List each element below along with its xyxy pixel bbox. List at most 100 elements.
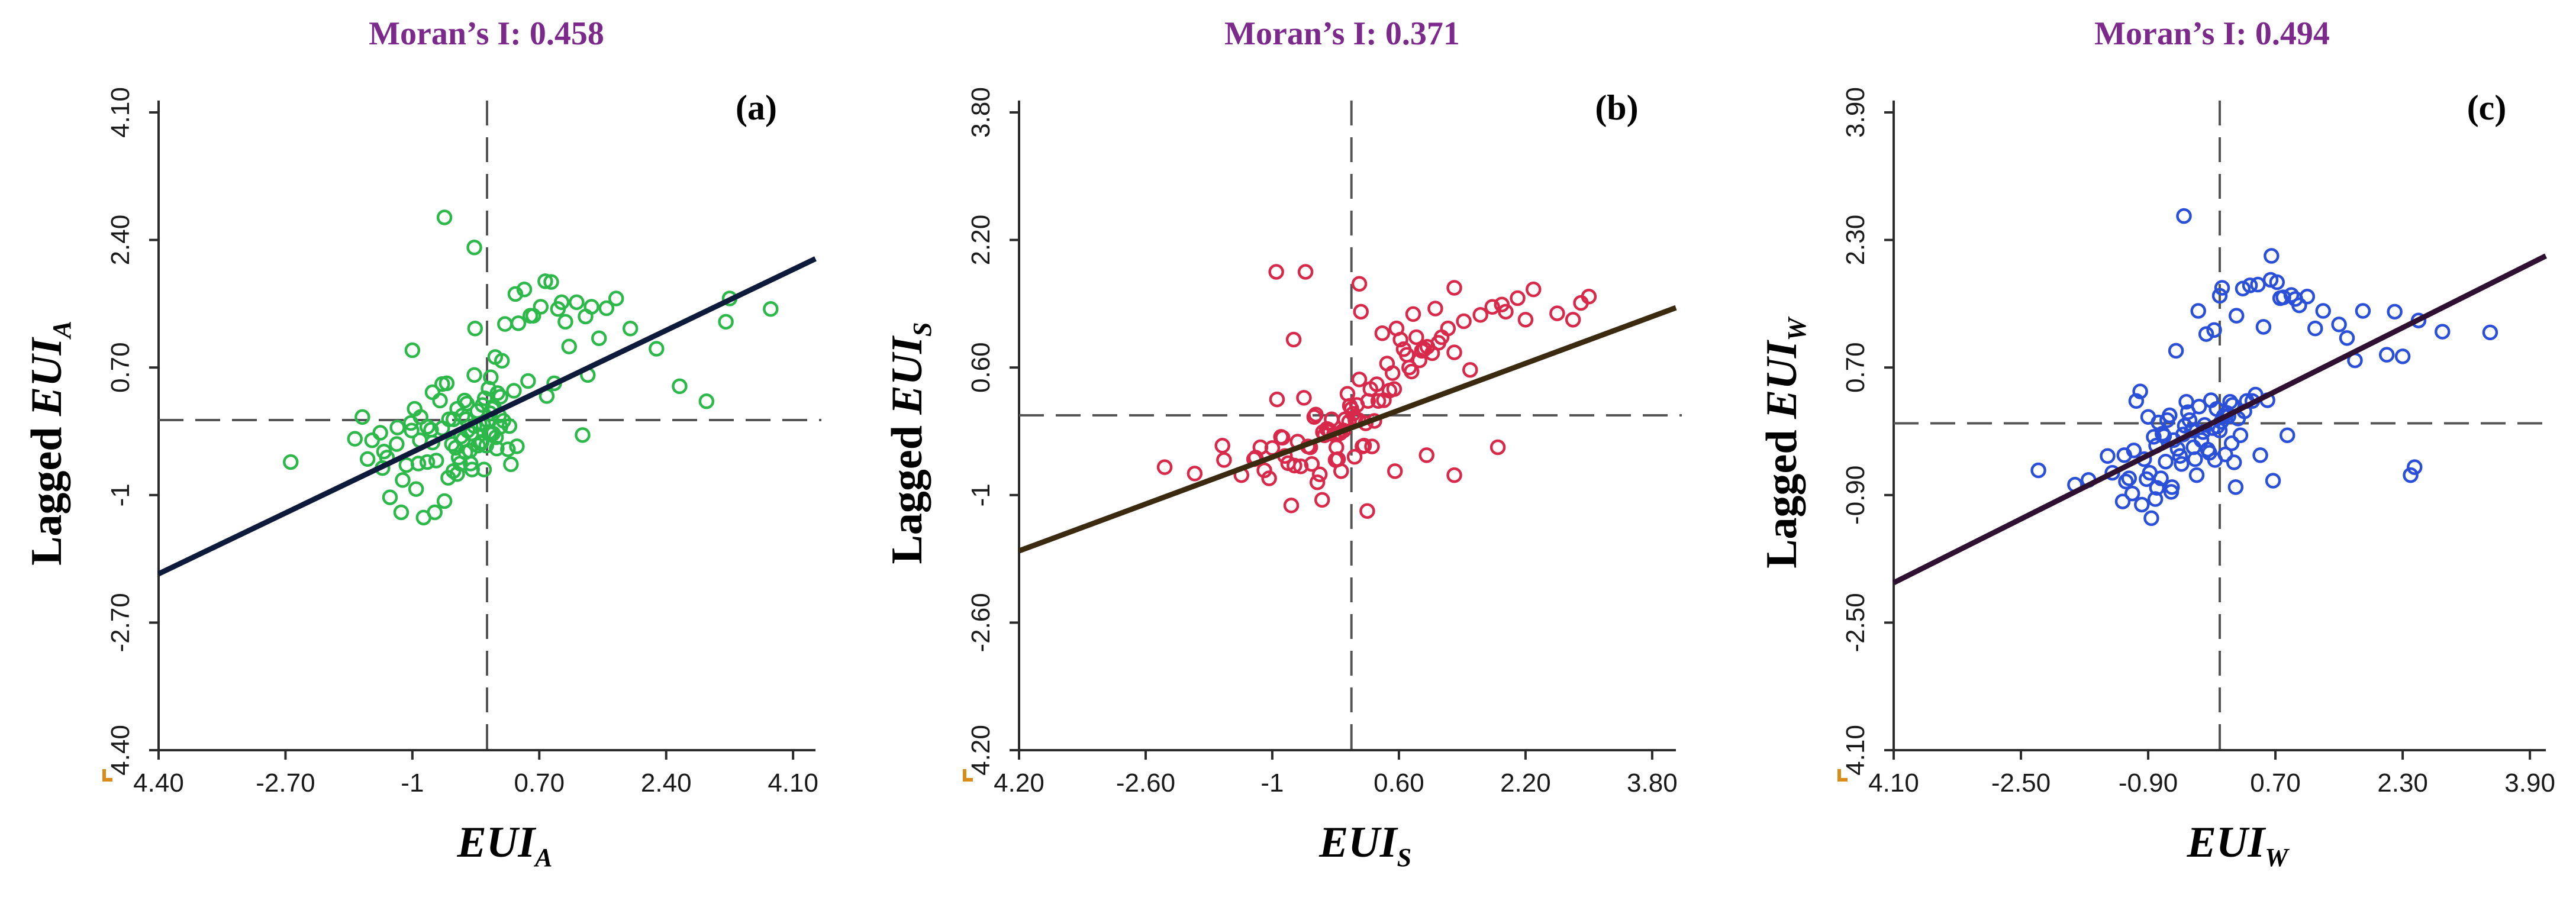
x-axis-label-sub-a: A — [533, 843, 552, 872]
data-point-a-98 — [520, 373, 536, 389]
data-point-c-3 — [2100, 448, 2116, 464]
data-point-c-13 — [2134, 496, 2150, 513]
data-point-b-99 — [1549, 305, 1565, 321]
x-tick-label-b-1: -2.60 — [1116, 769, 1175, 798]
data-point-c-41 — [2181, 412, 2198, 428]
data-point-c-76 — [2242, 277, 2258, 293]
data-point-a-69 — [476, 390, 493, 406]
x-tick-label-b-0: 4.20 — [994, 769, 1044, 798]
data-point-b-98 — [1526, 281, 1542, 298]
x-axis-label-sub-c: W — [2265, 843, 2290, 872]
regression-line-a — [157, 256, 817, 577]
y-tick-label-a-5: 4.10 — [106, 87, 135, 138]
data-point-c-26 — [2156, 428, 2172, 444]
data-point-a-124 — [763, 301, 779, 317]
data-point-a-110 — [569, 294, 585, 311]
data-point-b-56 — [1351, 372, 1368, 388]
data-point-a-11 — [389, 419, 405, 435]
data-point-c-72 — [2232, 427, 2249, 443]
data-point-a-93 — [506, 383, 522, 399]
data-point-b-44 — [1333, 463, 1349, 479]
x-tick-label-c-5: 3.90 — [2504, 769, 2555, 798]
x-tick-label-a-2: -1 — [401, 769, 424, 798]
data-point-b-78 — [1404, 363, 1420, 380]
data-point-a-30 — [428, 453, 444, 469]
data-point-b-16 — [1283, 498, 1300, 514]
data-point-c-19 — [2146, 429, 2162, 445]
data-point-b-71 — [1384, 365, 1401, 381]
data-point-a-96 — [510, 315, 527, 331]
data-point-c-22 — [2149, 480, 2165, 496]
data-point-c-0 — [2030, 462, 2046, 479]
data-point-c-73 — [2235, 280, 2251, 297]
y-axis-label-prefix-b: Lagged — [883, 415, 931, 564]
y-axis-label-c: Lagged EUIW — [1758, 316, 1811, 568]
corner-marker-b — [963, 769, 973, 782]
x-axis-label-main-a: EUI — [457, 818, 537, 867]
y-tick-label-c-1: -2.50 — [1841, 593, 1870, 652]
x-tick-label-c-0: 4.10 — [1868, 769, 1919, 798]
data-point-b-74 — [1392, 331, 1408, 348]
data-point-a-108 — [557, 314, 573, 330]
data-point-a-13 — [395, 472, 411, 488]
y-tick-label-c-2: -0.90 — [1841, 466, 1870, 525]
data-point-b-67 — [1374, 325, 1391, 341]
data-point-b-80 — [1408, 329, 1424, 346]
x-tick-label-a-1: -2.70 — [256, 769, 315, 798]
data-point-b-79 — [1405, 306, 1421, 322]
data-point-b-29 — [1311, 466, 1328, 483]
y-tick-label-b-3: 0.60 — [966, 342, 995, 393]
data-point-a-121 — [698, 393, 715, 409]
data-point-c-95 — [2331, 317, 2347, 332]
data-point-c-46 — [2190, 303, 2206, 319]
data-point-c-99 — [2378, 347, 2395, 363]
data-point-b-3 — [1216, 452, 1232, 468]
regression-line-b — [1018, 305, 1677, 554]
data-point-b-22 — [1297, 264, 1314, 280]
panel-label-c: (c) — [2467, 88, 2507, 127]
y-tick-label-b-1: -2.60 — [966, 593, 995, 652]
y-tick-label-b-5: 3.80 — [966, 87, 995, 138]
data-point-a-16 — [404, 422, 420, 438]
y-tick-label-b-2: -1 — [966, 483, 995, 506]
data-point-c-108 — [2403, 467, 2419, 483]
data-point-a-27 — [424, 434, 441, 451]
data-point-a-117 — [608, 290, 624, 306]
data-point-a-10 — [389, 436, 405, 452]
data-point-b-96 — [1510, 290, 1526, 306]
data-point-a-19 — [408, 481, 424, 497]
data-point-b-2 — [1214, 438, 1230, 454]
data-point-b-108 — [1418, 447, 1434, 463]
x-axis-label-main-c: EUI — [2187, 818, 2267, 867]
data-point-c-36 — [2174, 456, 2190, 472]
data-point-c-31 — [2164, 479, 2180, 495]
data-point-c-10 — [2126, 443, 2142, 459]
data-point-a-90 — [500, 441, 516, 457]
data-point-a-125 — [436, 209, 453, 225]
x-axis-label-c: EUIW — [2187, 818, 2290, 872]
data-point-a-104 — [543, 274, 559, 290]
data-point-a-42 — [449, 466, 465, 482]
data-point-c-27 — [2158, 453, 2174, 470]
y-axis-label-b: Lagged EUIS — [883, 322, 937, 564]
panel-label-b: (b) — [1595, 88, 1638, 127]
data-point-c-94 — [2315, 303, 2331, 319]
data-point-c-93 — [2307, 320, 2323, 337]
data-point-a-87 — [494, 353, 510, 369]
data-point-a-17 — [404, 342, 421, 359]
data-point-c-101 — [2394, 348, 2411, 364]
data-point-b-18 — [1287, 457, 1302, 474]
data-point-a-92 — [503, 456, 519, 473]
y-axis-label-sub-b: S — [908, 322, 937, 337]
data-point-a-37 — [441, 411, 457, 427]
y-tick-label-c-5: 3.90 — [1841, 87, 1870, 138]
data-point-b-63 — [1364, 438, 1380, 454]
data-point-c-110 — [2223, 435, 2240, 451]
x-tick-label-c-3: 0.70 — [2250, 769, 2301, 798]
x-tick-label-c-2: -0.90 — [2119, 769, 2178, 798]
data-point-c-33 — [2168, 343, 2184, 359]
data-point-c-24 — [2153, 470, 2169, 486]
data-point-b-30 — [1314, 492, 1330, 508]
data-point-b-52 — [1346, 448, 1363, 465]
data-point-c-8 — [2121, 470, 2137, 486]
